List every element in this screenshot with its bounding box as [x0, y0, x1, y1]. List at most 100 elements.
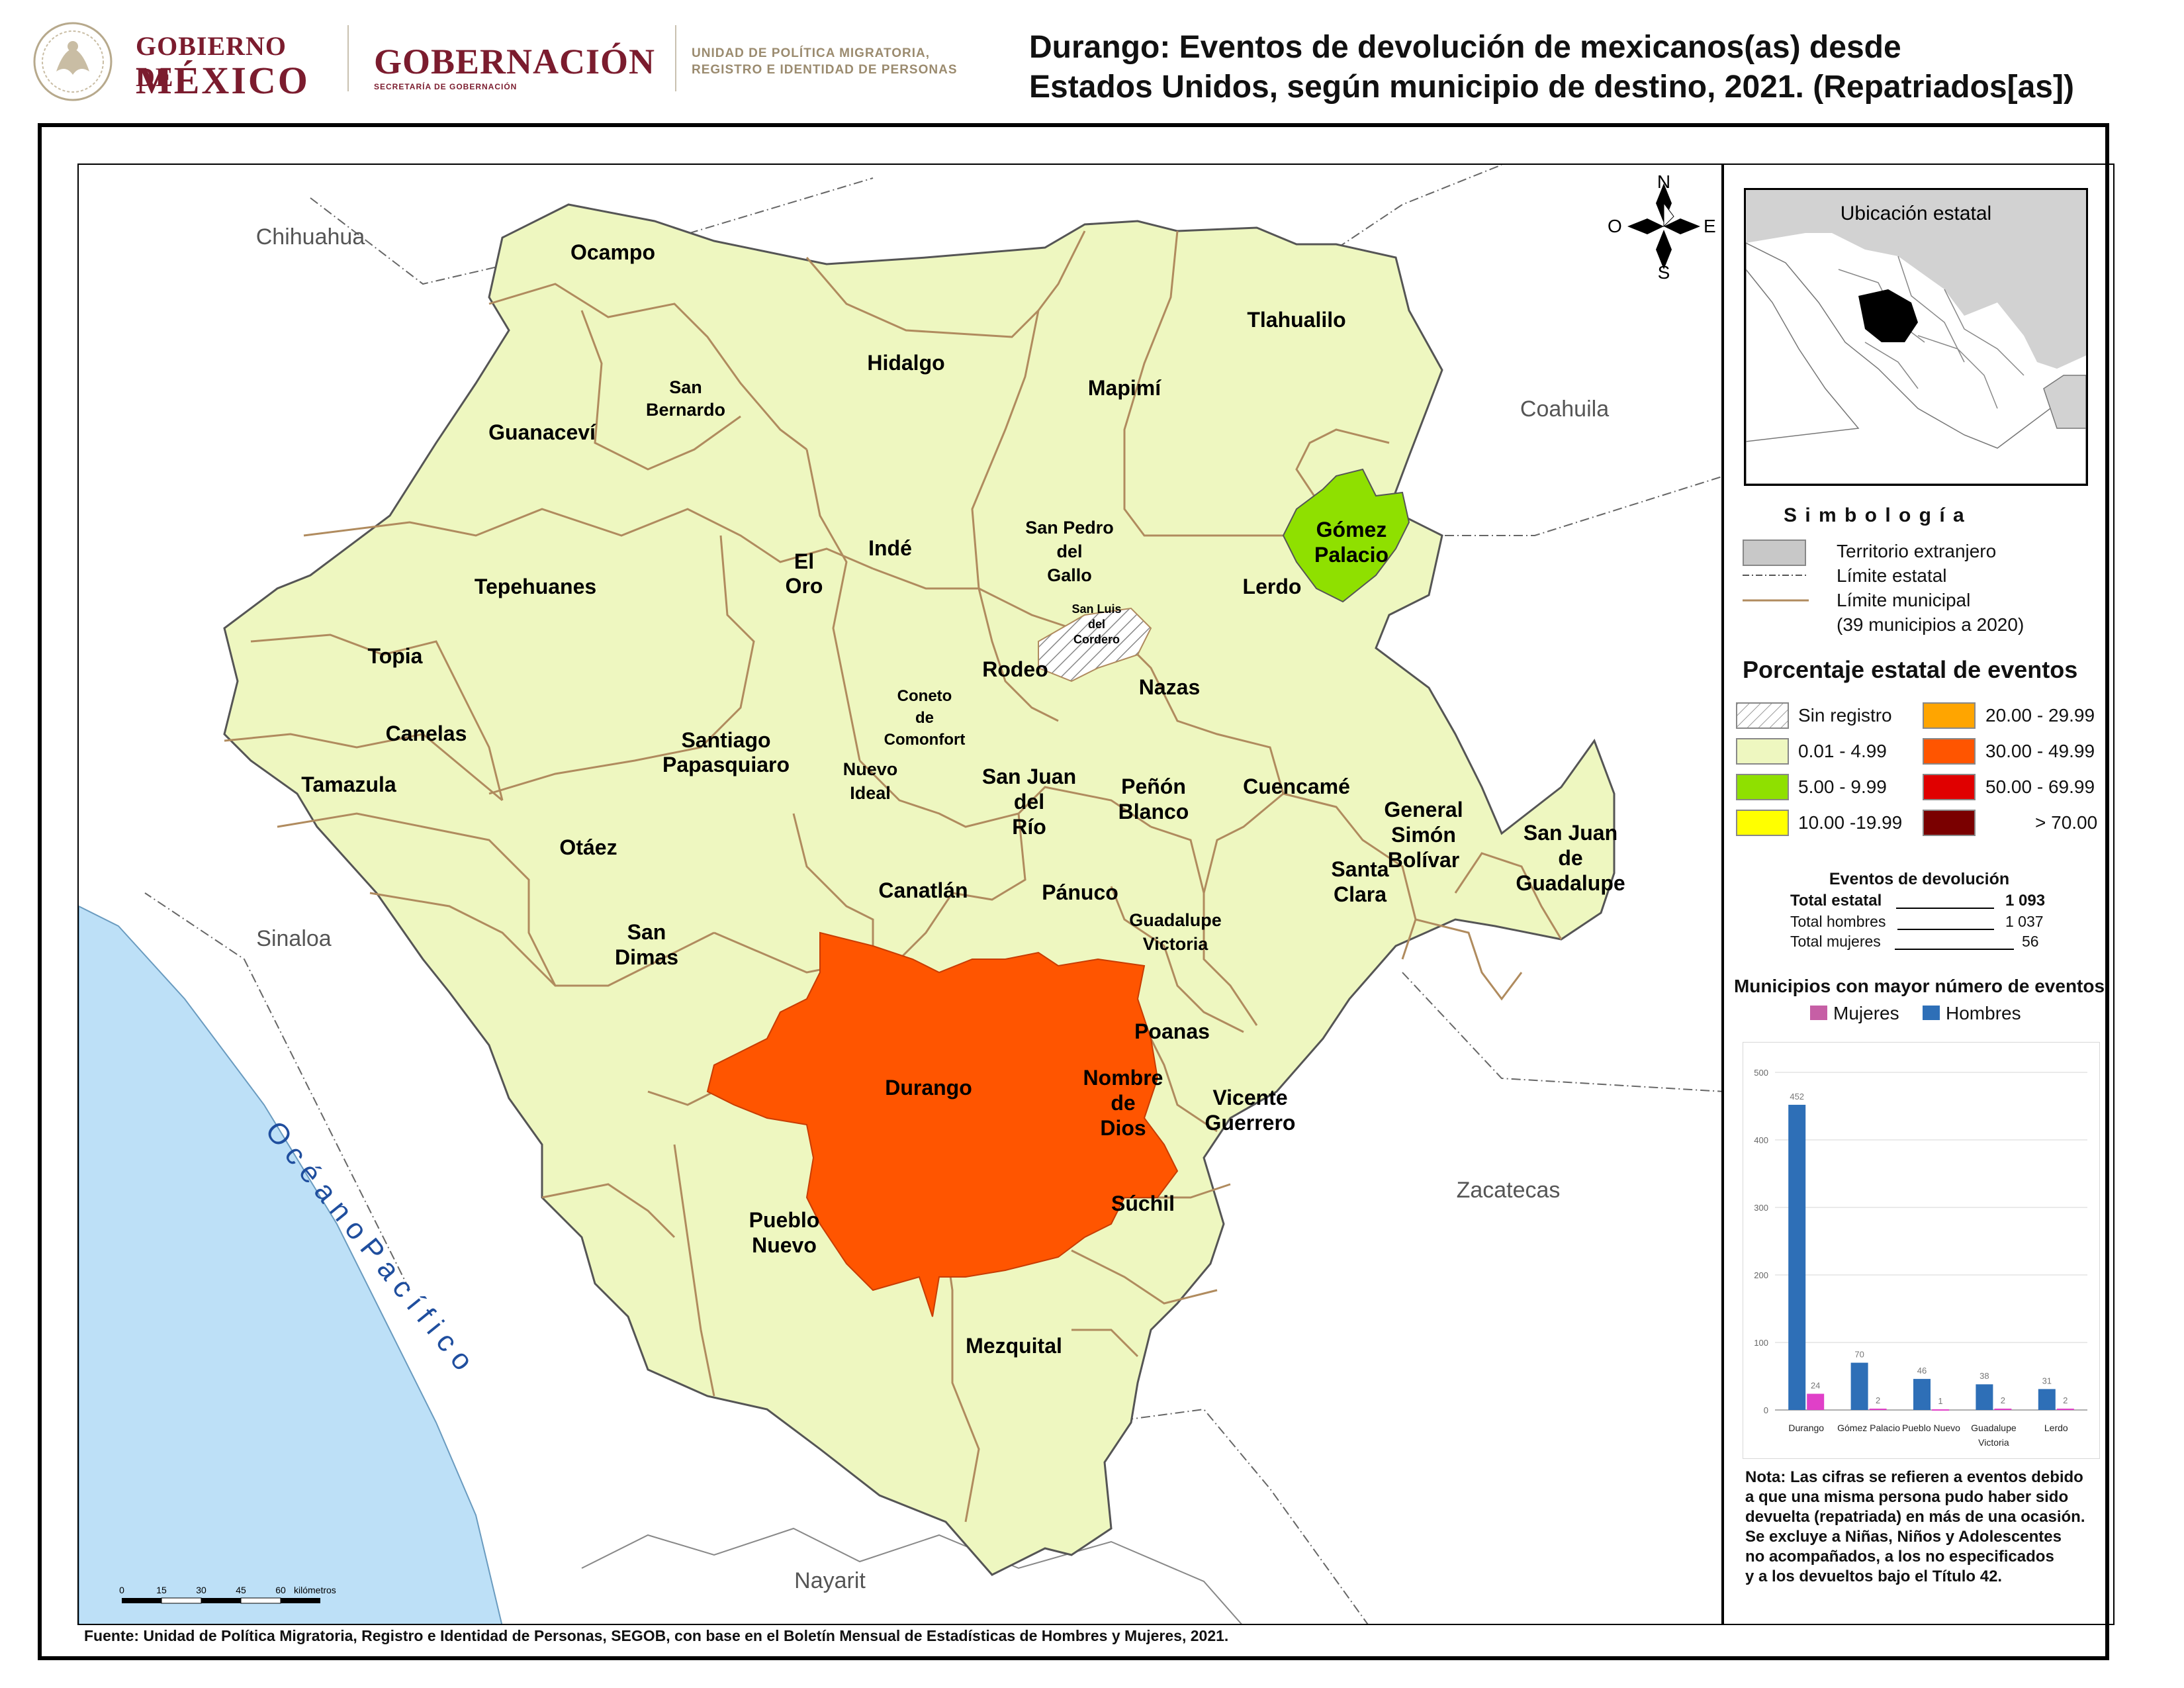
label-nuevo-ideal: Ideal	[850, 783, 891, 803]
san-luis-cordero-area	[1038, 607, 1152, 682]
label-pueblo-nuevo: Nuevo	[752, 1233, 817, 1257]
label-tepehuanes: Tepehuanes	[475, 575, 596, 598]
label-san-juan-del-rio: del	[1014, 790, 1044, 814]
durango-location-highlight	[1858, 289, 1918, 342]
label-santa-clara: Santa	[1331, 857, 1388, 881]
durango-municipality-area	[706, 931, 1179, 1317]
note-line: devuelta (repatriada) en más de una ocas…	[1745, 1508, 2085, 1526]
header-divider	[675, 25, 676, 91]
data-label-mujeres: 1	[1938, 1396, 1942, 1406]
label-otaez: Otáez	[559, 835, 617, 859]
inset-title: Ubicación estatal	[1841, 203, 1991, 224]
label-santiago-papasquiaro: Santiago	[681, 728, 770, 752]
map-title: Durango: Eventos de devolución de mexica…	[1029, 28, 2154, 107]
ministry-subtitle: SECRETARÍA DE GOBERNACIÓN	[374, 82, 518, 91]
class-c4: 20.00 - 29.99	[1985, 705, 2095, 726]
bar-mujeres	[1994, 1408, 2012, 1410]
bar-mujeres	[1932, 1409, 1949, 1411]
class-c5: 30.00 - 49.99	[1985, 741, 2095, 761]
label-ocampo: Ocampo	[570, 240, 655, 264]
data-label-mujeres: 24	[1811, 1381, 1820, 1391]
map-panel: Chihuahua Coahuila Sinaloa Zacatecas Nay…	[77, 164, 1723, 1625]
y-tick-label: 400	[1754, 1135, 1768, 1145]
note: Nota: Las cifras se refieren a eventos d…	[1745, 1468, 2085, 1587]
data-label-hombres: 70	[1854, 1350, 1864, 1360]
label-general-simon-bolivar: General	[1384, 798, 1463, 821]
inset-map: Ubicación estatal	[1744, 188, 2088, 486]
swatch-c1	[1736, 738, 1789, 765]
y-tick-label: 300	[1754, 1203, 1768, 1213]
scale-tick: 45	[236, 1585, 246, 1595]
y-tick-label: 200	[1754, 1270, 1768, 1280]
label-san-pedro-gallo: San Pedro	[1025, 518, 1114, 538]
label-mezquital: Mezquital	[966, 1334, 1062, 1358]
scale-tick: 15	[156, 1585, 167, 1595]
swatch-c4	[1923, 702, 1976, 729]
label-general-simon-bolivar: Bolívar	[1388, 848, 1459, 872]
bar-hombres	[1788, 1104, 1806, 1410]
men-label: Total hombres	[1790, 913, 1886, 930]
label-nombre-de-dios: Nombre	[1083, 1066, 1163, 1090]
label-guanacevi: Guanaceví	[488, 420, 596, 444]
swatch-c5	[1923, 738, 1976, 765]
nayarit-municipal-lines	[581, 1527, 1242, 1624]
women-label: Total mujeres	[1790, 933, 1881, 950]
neighbor-chihuahua: Chihuahua	[256, 224, 365, 250]
compass-w: O	[1608, 216, 1622, 236]
state-limit-label: Límite estatal	[1837, 565, 1947, 586]
label-nombre-de-dios: de	[1111, 1091, 1135, 1115]
compass-s: S	[1658, 262, 1670, 283]
municipality-labels: Ocampo Tlahualilo Hidalgo Mapimí San Ber…	[301, 240, 1625, 1358]
neighbor-zacatecas: Zacatecas	[1457, 1178, 1561, 1203]
legend-mujeres-label: Mujeres	[1833, 1003, 1899, 1023]
data-label-mujeres: 2	[2001, 1395, 2005, 1405]
label-santa-clara: Clara	[1334, 882, 1387, 906]
label-santiago-papasquiaro: Papasquiaro	[662, 753, 790, 776]
class-c1: 0.01 - 4.99	[1798, 741, 1887, 761]
data-label-mujeres: 2	[2063, 1395, 2068, 1405]
data-label-mujeres: 2	[1876, 1395, 1880, 1405]
label-pueblo-nuevo: Pueblo	[749, 1208, 820, 1232]
legend-hombres-label: Hombres	[1946, 1003, 2021, 1023]
label-san-pedro-gallo: del	[1056, 541, 1082, 561]
label-san-juan-del-rio: San Juan	[982, 765, 1076, 788]
bar-mujeres	[2056, 1408, 2074, 1410]
compass-e: E	[1704, 216, 1716, 236]
label-nazas: Nazas	[1139, 675, 1201, 699]
label-cuencame: Cuencamé	[1243, 774, 1350, 798]
label-topia: Topia	[368, 644, 423, 668]
swatch-sin-registro	[1736, 702, 1789, 729]
bar-hombres	[1850, 1362, 1868, 1410]
chart-title: Municipios con mayor número de eventos	[1733, 976, 2105, 996]
bar-hombres	[2038, 1389, 2056, 1410]
women-value: 56	[2022, 933, 2039, 950]
x-tick-label: Pueblo Nuevo	[1902, 1423, 1960, 1433]
ministry-name: GOBERNACIÓN	[374, 42, 656, 81]
label-san-luis-cordero: Cordero	[1073, 633, 1120, 646]
x-tick-label: Durango	[1788, 1423, 1824, 1433]
swatch-c3	[1736, 810, 1789, 836]
legend-hombres-swatch	[1923, 1006, 1940, 1020]
label-vicente-guerrero: Guerrero	[1205, 1111, 1296, 1135]
label-inde: Indé	[868, 536, 912, 560]
class-c7: > 70.00	[2035, 812, 2098, 833]
label-guadalupe-victoria: Guadalupe	[1129, 910, 1222, 930]
bar-hombres	[1976, 1384, 1993, 1410]
municipal-limit-label: Límite municipal	[1837, 590, 1971, 610]
bar-chart: 0 100 200 300 400 500 452 24 Durango 70 2 Gómez Pal…	[1754, 1068, 2087, 1448]
label-san-luis-cordero: del	[1088, 618, 1105, 631]
label-san-dimas: Dimas	[615, 945, 678, 969]
label-penon-blanco: Peñón	[1121, 774, 1186, 798]
label-san-bernardo: Bernardo	[646, 400, 725, 420]
label-coneto-comonfort: de	[915, 709, 934, 727]
x-tick-label: Guadalupe	[1971, 1423, 2017, 1433]
scale-tick: 30	[196, 1585, 206, 1595]
note-line: a que una misma persona pudo haber sido	[1745, 1488, 2069, 1506]
foreign-swatch	[1743, 539, 1806, 566]
men-value: 1 037	[2005, 913, 2044, 930]
source-note: Fuente: Unidad de Política Migratoria, R…	[84, 1627, 1229, 1644]
label-canatlan: Canatlán	[878, 878, 968, 902]
y-tick-label: 100	[1754, 1338, 1768, 1348]
total-leader-line	[1896, 908, 1994, 909]
gobierno-mexico-logo: GOBIERNO DE MÉXICO	[20, 19, 331, 102]
